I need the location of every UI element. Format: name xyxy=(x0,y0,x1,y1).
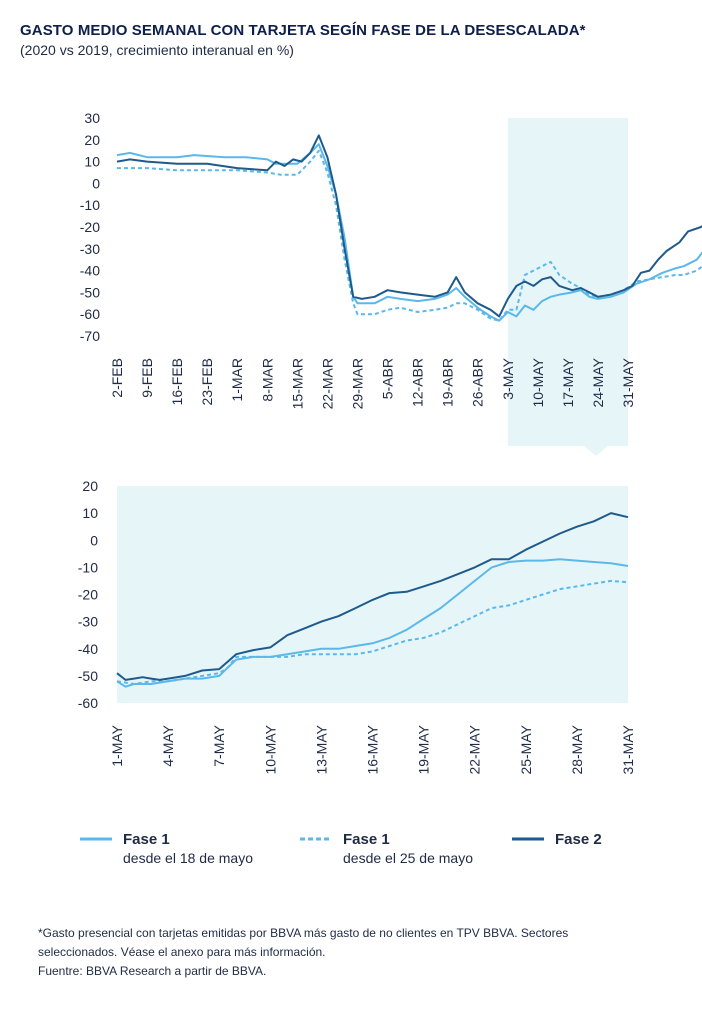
x-tick-label: 28-MAY xyxy=(569,724,585,774)
x-tick-label: 24-MAY xyxy=(590,357,606,407)
y-tick-label: 20 xyxy=(82,478,98,494)
legend-sublabel: desde el 25 de mayo xyxy=(343,850,473,866)
x-tick-label: 31-MAY xyxy=(620,357,636,407)
x-tick-label: 1-MAR xyxy=(229,358,245,402)
x-tick-label: 12-ABR xyxy=(410,358,426,407)
x-tick-label: 31-MAY xyxy=(620,724,636,774)
series-line xyxy=(116,579,629,685)
y-tick-label: 20 xyxy=(84,132,100,148)
x-tick-label: 29-MAR xyxy=(349,358,365,409)
x-tick-label: 13-MAY xyxy=(313,724,329,774)
source-text: Fuentre: BBVA Research a partir de BBVA. xyxy=(38,964,267,978)
series-line xyxy=(116,512,629,681)
x-tick-label: 16-MAY xyxy=(365,724,381,774)
y-tick-label: -10 xyxy=(78,559,98,575)
y-tick-label: 10 xyxy=(82,505,98,521)
legend-label: Fase 1 xyxy=(123,831,170,848)
y-tick-label: -10 xyxy=(80,197,100,213)
x-tick-label: 22-MAY xyxy=(467,724,483,774)
y-tick-label: -30 xyxy=(80,241,100,257)
x-tick-label: 10-MAY xyxy=(262,724,278,774)
footnote-text: *Gasto presencial con tarjetas emitidas … xyxy=(38,926,569,959)
y-tick-label: -30 xyxy=(78,614,98,630)
chart-title: GASTO MEDIO SEMANAL CON TARJETA SEGÍN FA… xyxy=(20,22,586,39)
x-tick-label: 8-MAR xyxy=(259,358,275,402)
y-tick-label: -50 xyxy=(80,284,100,300)
footnote: *Gasto presencial con tarjetas emitidas … xyxy=(38,924,638,981)
x-tick-label: 4-MAY xyxy=(160,724,176,766)
x-tick-label: 15-MAR xyxy=(289,358,305,409)
legend-label: Fase 2 xyxy=(555,831,602,848)
x-tick-label: 7-MAY xyxy=(211,724,227,766)
plot-background xyxy=(117,486,628,703)
y-tick-label: -20 xyxy=(78,587,98,603)
x-tick-label: 2-FEB xyxy=(109,358,125,398)
y-tick-label: 10 xyxy=(84,154,100,170)
x-tick-label: 5-ABR xyxy=(380,358,396,399)
chart-bottom: 20 10 0 -10 -20 -30 -40 -50 -60 1-MAY 4-MAY 7-MAY 10… xyxy=(78,478,636,775)
y-tick-label: -60 xyxy=(78,695,98,711)
y-tick-label: 0 xyxy=(90,532,98,548)
x-tick-label: 19-MAY xyxy=(416,724,432,774)
x-tick-label: 17-MAY xyxy=(560,357,576,407)
chart-subtitle: (2020 vs 2019, crecimiento interanual en… xyxy=(20,42,294,58)
x-tick-label: 10-MAY xyxy=(530,357,546,407)
series-line xyxy=(116,558,629,688)
x-tick-label: 23-FEB xyxy=(199,358,215,405)
legend-label: Fase 1 xyxy=(343,831,390,848)
legend: Fase 1 desde el 18 de mayo Fase 1 desde el … xyxy=(80,831,602,866)
series-line xyxy=(116,134,702,318)
chart-top: 30 20 10 0 -10 -20 -30 -40 -50 -60 -70 2-FEB 9-FEB 16… xyxy=(80,110,702,456)
y-tick-label: -70 xyxy=(80,328,100,344)
y-tick-label: -40 xyxy=(80,263,100,279)
y-tick-label: -20 xyxy=(80,219,100,235)
x-tick-label: 25-MAY xyxy=(518,724,534,774)
highlight-band xyxy=(507,118,628,456)
x-tick-label: 16-FEB xyxy=(169,358,185,405)
y-tick-label: 0 xyxy=(92,175,100,191)
x-tick-label: 22-MAR xyxy=(319,358,335,409)
x-tick-label: 19-ABR xyxy=(440,358,456,407)
x-tick-label: 1-MAY xyxy=(109,724,125,766)
y-tick-label: 30 xyxy=(84,110,100,126)
y-tick-label: -50 xyxy=(78,668,98,684)
x-tick-label: 26-ABR xyxy=(470,358,486,407)
x-tick-label: 3-MAY xyxy=(500,357,516,399)
x-tick-label: 9-FEB xyxy=(139,358,155,398)
y-tick-label: -40 xyxy=(78,641,98,657)
legend-sublabel: desde el 18 de mayo xyxy=(123,850,253,866)
series-line xyxy=(117,149,702,322)
y-tick-label: -60 xyxy=(80,306,100,322)
